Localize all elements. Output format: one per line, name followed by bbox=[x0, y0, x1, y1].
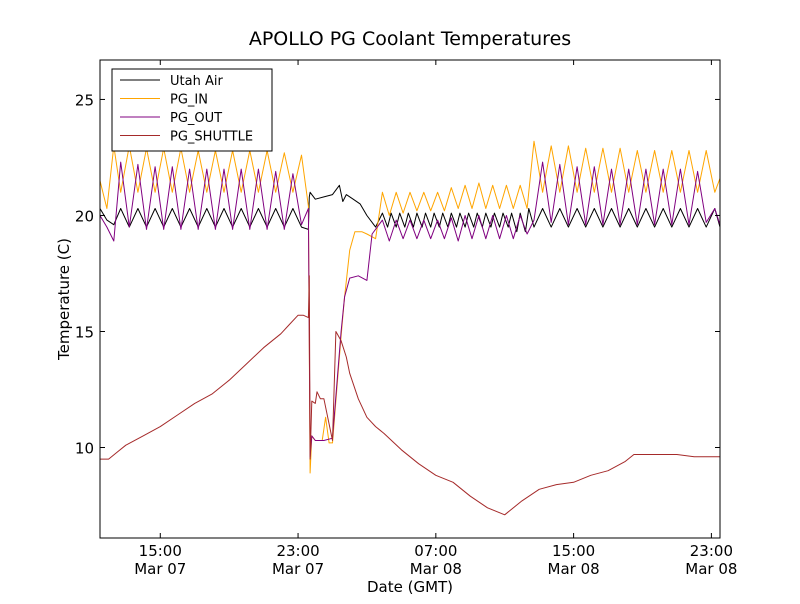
y-tick-label: 10 bbox=[75, 440, 94, 458]
y-tick-label: 20 bbox=[75, 207, 94, 225]
y-tick-label: 15 bbox=[75, 323, 94, 341]
legend-frame bbox=[111, 68, 273, 152]
x-tick-label-date: Mar 07 bbox=[134, 560, 186, 578]
series-line-pg-out bbox=[100, 161, 720, 458]
x-tick-label-date: Mar 08 bbox=[410, 560, 462, 578]
x-tick-label-time: 23:00 bbox=[690, 542, 733, 560]
x-axis-label: Date (GMT) bbox=[367, 578, 453, 596]
legend: Utah Air PG_IN PG_OUT PG_SHUTTLE bbox=[111, 68, 273, 152]
y-tick-label: 25 bbox=[75, 91, 94, 109]
legend-entry-label: PG_OUT bbox=[170, 111, 222, 126]
x-tick-label-time: 15:00 bbox=[139, 542, 182, 560]
plot-area-frame bbox=[99, 59, 721, 539]
series-line-pg-shuttle bbox=[100, 275, 720, 516]
legend-entry-label: Utah Air bbox=[170, 74, 223, 89]
x-tick-label-date: Mar 07 bbox=[272, 560, 324, 578]
x-tick-label-time: 23:00 bbox=[276, 542, 319, 560]
x-tick-label-date: Mar 08 bbox=[548, 560, 600, 578]
y-axis-label: Temperature (C) bbox=[55, 238, 73, 361]
x-tick-label-time: 15:00 bbox=[552, 542, 595, 560]
legend-entry-label: PG_SHUTTLE bbox=[170, 130, 253, 145]
x-tick-label-date: Mar 08 bbox=[685, 560, 737, 578]
x-tick-label-time: 07:00 bbox=[414, 542, 457, 560]
chart-title: APOLLO PG Coolant Temperatures bbox=[249, 28, 571, 50]
legend-entry-label: PG_IN bbox=[170, 93, 208, 108]
